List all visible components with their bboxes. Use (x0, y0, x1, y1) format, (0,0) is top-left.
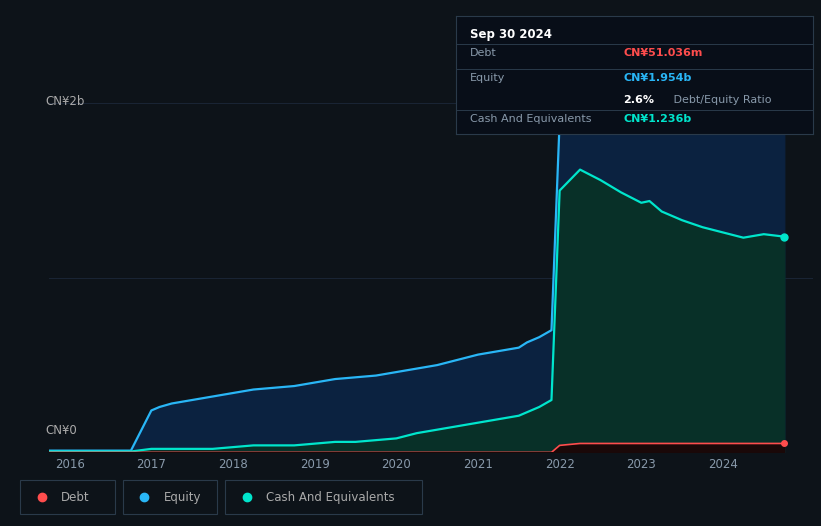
Text: Equity: Equity (470, 73, 505, 83)
Text: Debt: Debt (470, 48, 497, 58)
Text: Debt: Debt (62, 491, 90, 503)
Text: CN¥1.236b: CN¥1.236b (623, 114, 692, 124)
Text: Cash And Equivalents: Cash And Equivalents (470, 114, 591, 124)
Text: Debt/Equity Ratio: Debt/Equity Ratio (670, 95, 772, 105)
Text: CN¥0: CN¥0 (45, 424, 77, 437)
Text: CN¥1.954b: CN¥1.954b (623, 73, 692, 83)
Text: CN¥51.036m: CN¥51.036m (623, 48, 703, 58)
Text: Equity: Equity (164, 491, 201, 503)
Text: Cash And Equivalents: Cash And Equivalents (266, 491, 395, 503)
Text: Sep 30 2024: Sep 30 2024 (470, 27, 552, 41)
Text: 2.6%: 2.6% (623, 95, 654, 105)
Text: CN¥2b: CN¥2b (45, 95, 85, 108)
